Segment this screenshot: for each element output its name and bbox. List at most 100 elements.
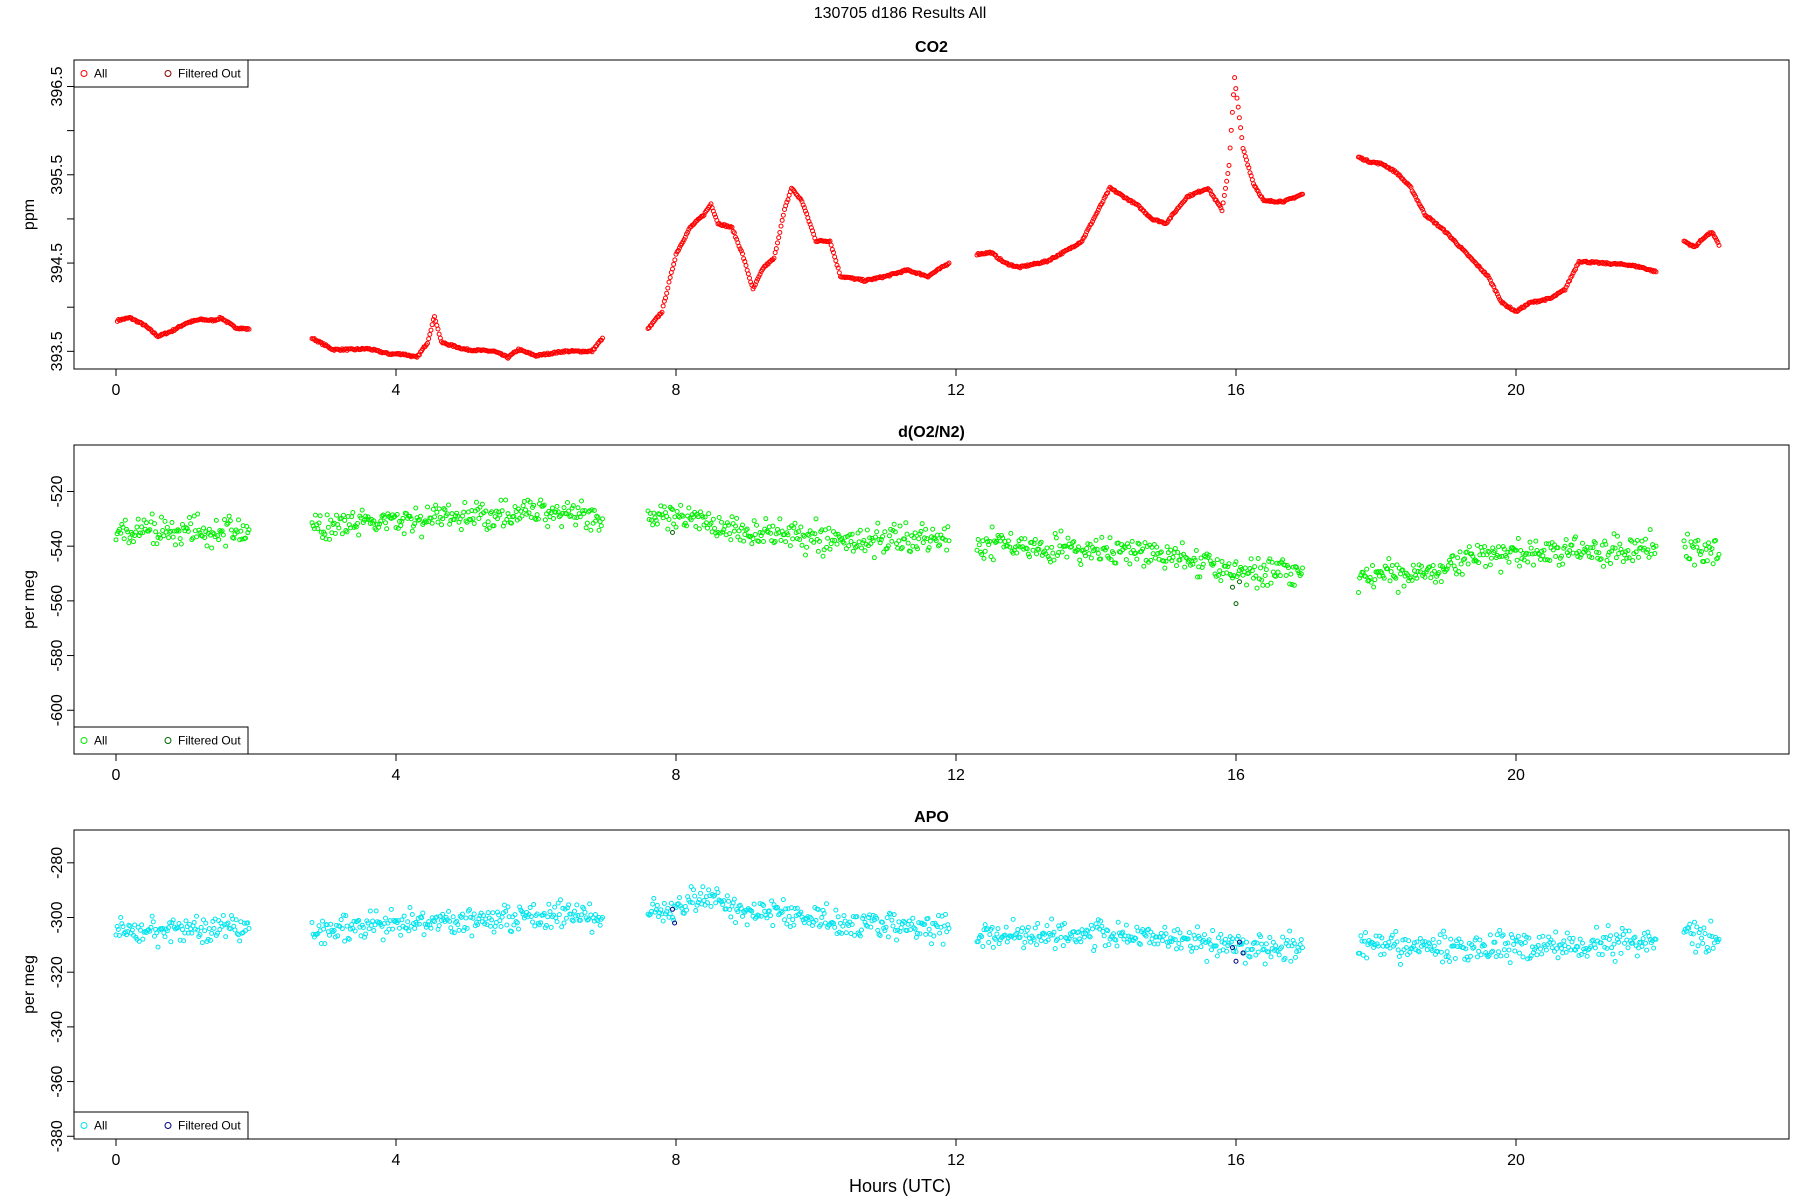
data-point <box>1443 567 1449 573</box>
data-point <box>1357 154 1363 160</box>
data-point <box>1259 941 1265 947</box>
data-point <box>1622 940 1627 946</box>
data-point <box>520 503 526 509</box>
data-point <box>583 525 589 531</box>
data-point <box>1429 948 1435 954</box>
data-point <box>1006 538 1011 544</box>
data-point <box>359 507 365 513</box>
data-point <box>435 519 441 525</box>
data-point <box>1228 127 1234 133</box>
data-point <box>1400 567 1406 573</box>
data-point <box>780 897 786 903</box>
data-point <box>1235 933 1241 939</box>
data-point <box>1218 931 1224 937</box>
data-point <box>757 271 763 277</box>
data-point <box>1190 561 1196 567</box>
data-point <box>1140 546 1146 552</box>
data-point <box>1283 572 1289 578</box>
data-point <box>470 516 476 522</box>
data-point <box>1512 948 1518 954</box>
data-point <box>1098 918 1104 924</box>
data-point <box>1052 531 1058 537</box>
data-point <box>1027 554 1032 560</box>
data-point <box>383 520 388 526</box>
data-point <box>740 913 745 919</box>
data-point <box>1566 279 1571 285</box>
data-point <box>925 915 931 921</box>
data-point <box>817 538 822 544</box>
data-point <box>1251 181 1256 187</box>
data-point <box>1695 943 1701 949</box>
data-point <box>1490 948 1496 954</box>
filtered-point <box>1233 958 1239 964</box>
y-tick-label: -520 <box>49 475 66 507</box>
data-point <box>491 929 497 935</box>
data-point <box>1371 584 1377 590</box>
data-point <box>356 917 362 923</box>
data-point <box>170 917 176 923</box>
data-point <box>185 528 191 534</box>
data-point <box>246 527 252 533</box>
data-point <box>894 937 899 943</box>
data-point <box>1410 562 1416 568</box>
legend: All Filtered Out <box>73 1111 249 1140</box>
data-point <box>1293 564 1298 570</box>
data-point <box>854 914 860 920</box>
data-point <box>1612 958 1618 964</box>
data-point <box>915 546 920 552</box>
data-point <box>1263 941 1269 947</box>
data-point <box>436 506 442 512</box>
data-point <box>1541 547 1547 553</box>
data-point <box>1148 929 1154 935</box>
data-point <box>1121 544 1127 550</box>
data-point <box>1007 544 1013 550</box>
data-point <box>1639 943 1645 949</box>
data-point <box>1267 934 1273 940</box>
data-point <box>598 523 604 529</box>
data-point <box>192 926 198 932</box>
x-tick-label: 20 <box>1507 1152 1525 1169</box>
data-point <box>1470 553 1476 559</box>
y-axis-label: ppm <box>21 199 38 230</box>
data-point <box>1405 572 1410 578</box>
data-point <box>321 926 327 932</box>
data-point <box>1160 938 1165 944</box>
data-point <box>700 884 706 890</box>
data-point <box>1055 552 1060 558</box>
data-point <box>1465 561 1471 567</box>
data-point <box>427 331 433 337</box>
data-point <box>1531 950 1536 956</box>
data-point <box>1489 949 1494 955</box>
data-point <box>1472 557 1478 563</box>
data-point <box>154 541 160 547</box>
data-point <box>1492 548 1498 554</box>
data-point <box>191 513 197 519</box>
data-point <box>1079 238 1085 244</box>
data-point <box>1653 543 1659 549</box>
data-point <box>309 919 315 925</box>
data-point <box>1604 945 1610 951</box>
data-point <box>1274 560 1280 566</box>
data-point <box>331 927 337 933</box>
data-point <box>203 920 209 926</box>
data-point <box>868 541 874 547</box>
data-point <box>661 900 667 906</box>
data-point <box>896 538 902 544</box>
data-point <box>1273 943 1279 949</box>
data-point <box>440 911 446 917</box>
data-point <box>1610 545 1616 551</box>
data-point <box>448 925 454 931</box>
data-point <box>1695 537 1701 543</box>
data-point <box>730 521 736 527</box>
data-point <box>1503 941 1508 947</box>
data-point <box>660 303 666 309</box>
data-point <box>1616 939 1622 945</box>
data-point <box>1553 929 1559 935</box>
data-point <box>862 548 868 554</box>
data-point <box>1438 949 1444 955</box>
data-point <box>1630 940 1636 946</box>
data-point <box>365 920 371 926</box>
data-point <box>1521 557 1527 563</box>
data-point <box>538 497 544 503</box>
data-point <box>398 523 404 529</box>
